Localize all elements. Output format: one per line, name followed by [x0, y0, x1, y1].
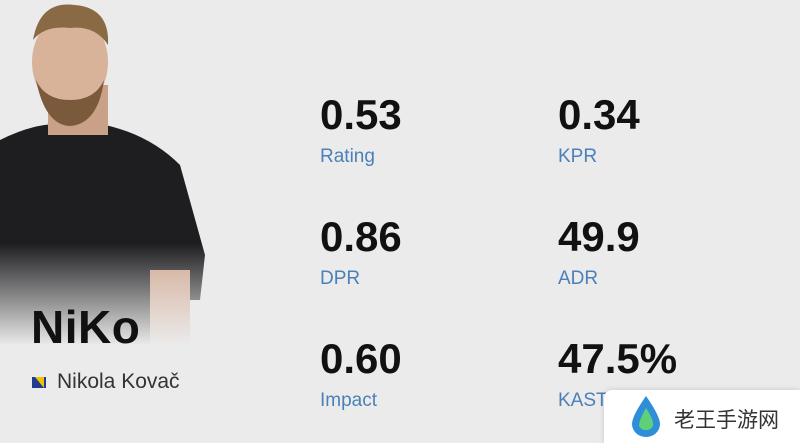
watermark: 老王手游网: [604, 390, 800, 443]
player-nickname: NiKo: [31, 301, 141, 353]
country-flag: [32, 377, 46, 388]
stat-value: 0.86: [320, 213, 402, 260]
stat: 49.9 ADR: [558, 212, 778, 290]
stat-label: Rating: [320, 146, 375, 167]
stat: 0.34 KPR: [558, 90, 778, 168]
stat-label: ADR: [558, 268, 599, 289]
stat: 47.5% KAST: [558, 334, 778, 412]
stat-label: DPR: [320, 268, 361, 289]
stat: 0.53 Rating: [320, 90, 540, 168]
stat: 0.60 Impact: [320, 334, 540, 412]
stat-value: 47.5%: [558, 335, 678, 382]
player-full-name: Nikola Kovač: [57, 370, 180, 393]
stat-value: 0.34: [558, 91, 640, 138]
stat-label: Impact: [320, 390, 378, 411]
stat: 0.86 DPR: [320, 212, 540, 290]
player-photo: [0, 0, 260, 443]
stat-label: KAST: [558, 390, 608, 411]
stat-value: 0.60: [320, 335, 402, 382]
stat-value: 0.53: [320, 91, 402, 138]
watermark-text: 老王手游网: [674, 408, 779, 432]
stat-label: KPR: [558, 146, 598, 167]
stat-value: 49.9: [558, 213, 640, 260]
watermark-icon: [632, 396, 660, 437]
